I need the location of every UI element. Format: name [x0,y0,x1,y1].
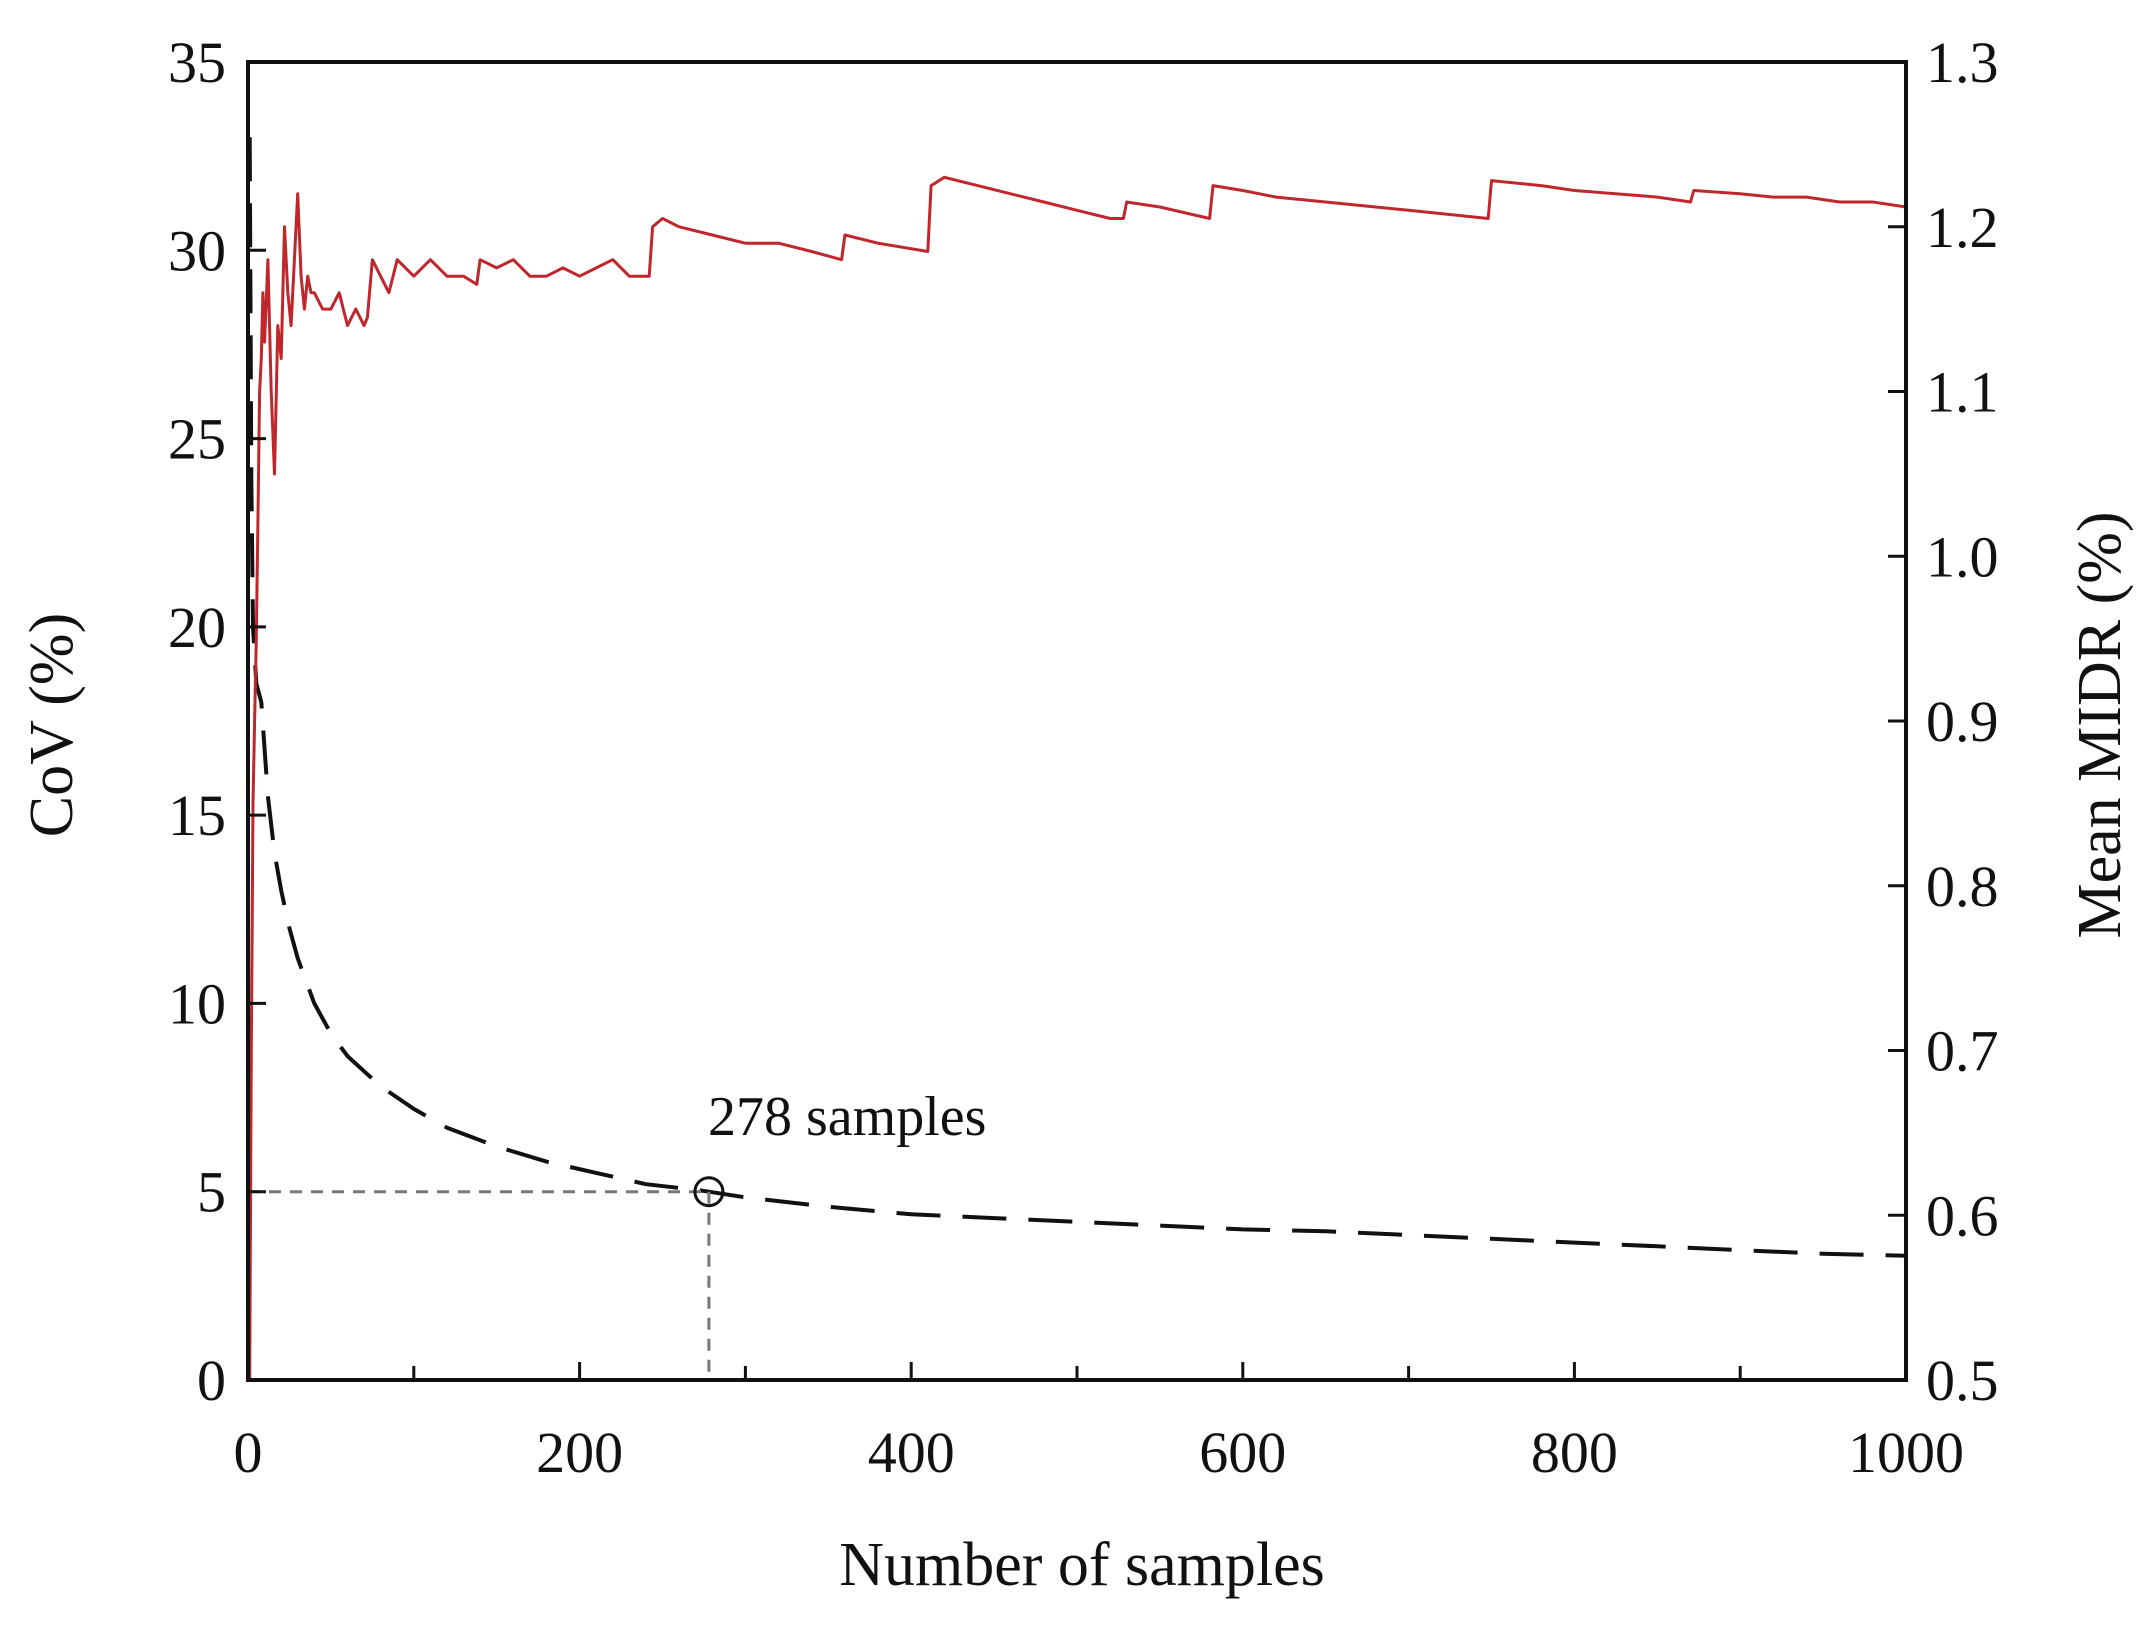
annotation-marker-circle [693,1176,725,1208]
y-left-tick-label-15: 15 [168,783,226,848]
y-left-tick-label-20: 20 [168,595,226,660]
y-left-tick-label-10: 10 [168,971,226,1036]
x-tick-label-0: 0 [234,1420,263,1485]
labels-layer: Number of samples CoV (%) Mean MIDR (%) … [18,511,2134,1599]
y-right-tick-label-6: 1.1 [1926,360,1999,425]
y-left-tick-label-0: 0 [197,1348,226,1413]
y-right-axis-title: Mean MIDR (%) [2066,511,2134,938]
y-right-tick-label-2: 0.7 [1926,1019,1999,1084]
x-axis-title: Number of samples [839,1531,1325,1599]
y-right-tick-label-0: 0.5 [1926,1348,1999,1413]
y-left-tick-label-35: 35 [168,30,226,95]
axes-layer [246,60,1908,1382]
y-left-axis-title: CoV (%) [18,613,86,837]
x-tick-label-600: 600 [1199,1420,1286,1485]
series-mean-midr-line [248,175,1907,1381]
y-left-tick-label-5: 5 [197,1160,226,1225]
x-tick-label-1000: 1000 [1848,1420,1964,1485]
y-right-tick-label-7: 1.2 [1926,195,1999,260]
ticks-layer: 0 200 400 600 800 1000 0 5 10 15 20 25 30 35 0.5 0.6 0.7… [168,30,1999,1485]
y-right-tick-label-4: 0.9 [1926,689,1999,754]
y-right-tick-label-3: 0.8 [1926,854,1999,919]
series-layer [247,137,1907,1381]
y-right-tick-label-8: 1.3 [1926,30,1999,95]
series-cov-line [247,137,1907,1258]
plot-frame [246,60,1908,1382]
x-tick-label-400: 400 [868,1420,955,1485]
y-left-tick-label-30: 30 [168,218,226,283]
y-left-tick-label-25: 25 [168,407,226,472]
x-tick-label-200: 200 [536,1420,623,1485]
annotation-278-samples: 278 samples [708,1086,986,1148]
y-right-tick-label-1: 0.6 [1926,1183,1999,1248]
y-right-tick-label-5: 1.0 [1926,524,1999,589]
x-tick-label-800: 800 [1531,1420,1618,1485]
